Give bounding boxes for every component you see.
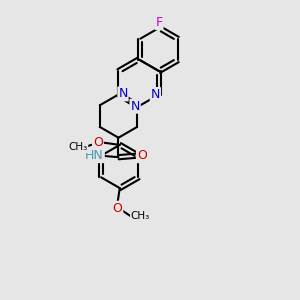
Text: CH₃: CH₃ bbox=[68, 142, 87, 152]
Text: N: N bbox=[130, 100, 140, 113]
Text: F: F bbox=[155, 16, 163, 29]
Text: O: O bbox=[93, 136, 103, 149]
Text: HN: HN bbox=[85, 149, 104, 162]
Text: N: N bbox=[118, 87, 128, 101]
Text: O: O bbox=[112, 202, 122, 215]
Text: N: N bbox=[151, 88, 160, 101]
Text: O: O bbox=[137, 149, 147, 162]
Text: CH₃: CH₃ bbox=[131, 211, 150, 221]
